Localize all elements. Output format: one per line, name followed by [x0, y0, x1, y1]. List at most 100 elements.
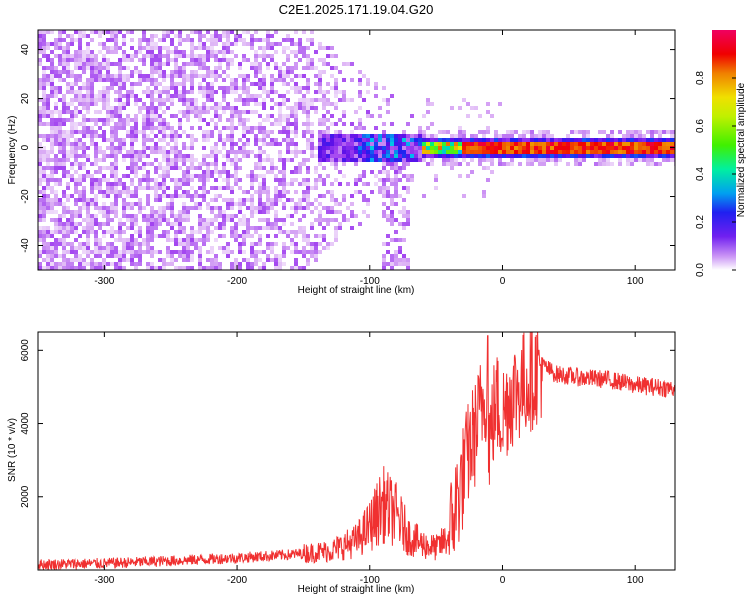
spectrogram-cell: [82, 94, 86, 98]
spectrogram-cell: [70, 38, 74, 42]
spectrogram-cell: [98, 222, 102, 226]
spectrogram-cell: [462, 154, 466, 158]
spectrogram-cell: [650, 150, 654, 154]
spectrogram-cell: [602, 162, 606, 166]
spectrogram-cell: [306, 186, 310, 190]
spectrogram-cell: [550, 146, 554, 150]
spectrogram-cell: [666, 138, 670, 142]
spectrogram-cell: [102, 210, 106, 214]
spectrogram-cell: [314, 90, 318, 94]
spectrogram-cell: [186, 178, 190, 182]
spectrogram-cell: [78, 138, 82, 142]
spectrogram-cell: [142, 134, 146, 138]
spectrogram-cell: [58, 126, 62, 130]
spectrogram-cell: [62, 222, 66, 226]
spectrogram-cell: [322, 146, 326, 150]
spectrogram-cell: [70, 194, 74, 198]
spectrogram-cell: [278, 42, 282, 46]
spectrogram-cell: [38, 118, 42, 122]
spectrogram-cell: [110, 142, 114, 146]
spectrogram-cell: [134, 222, 138, 226]
spectrogram-cell: [374, 182, 378, 186]
spectrogram-cell: [602, 150, 606, 154]
spectrogram-cell: [86, 66, 90, 70]
spectrogram-cell: [230, 142, 234, 146]
spectrogram-cell: [194, 238, 198, 242]
spectrogram-cell: [118, 222, 122, 226]
spectrogram-cell: [202, 194, 206, 198]
spectrogram-cell: [114, 146, 118, 150]
spectrogram-cell: [150, 266, 154, 270]
spectrogram-cell: [70, 226, 74, 230]
spectrogram-cell: [58, 266, 62, 270]
spectrogram-cell: [458, 154, 462, 158]
spectrogram-cell: [242, 102, 246, 106]
spectrogram-cell: [530, 154, 534, 158]
spectrogram-cell: [70, 98, 74, 102]
spectrogram-cell: [146, 134, 150, 138]
spectrogram-cell: [254, 162, 258, 166]
spectrogram-cell: [274, 202, 278, 206]
spectrogram-cell: [134, 70, 138, 74]
spectrogram-cell: [318, 218, 322, 222]
spectrogram-cell: [542, 142, 546, 146]
spectrogram-cell: [262, 186, 266, 190]
spectrogram-cell: [42, 206, 46, 210]
spectrogram-cell: [150, 66, 154, 70]
spectrogram-cell: [294, 266, 298, 270]
spectrogram-cell: [146, 74, 150, 78]
spectrogram-cell: [50, 262, 54, 266]
spectrogram-cell: [226, 38, 230, 42]
spectrogram-cell: [474, 142, 478, 146]
spectrogram-cell: [294, 50, 298, 54]
spectrogram-cell: [122, 174, 126, 178]
spectrogram-cell: [122, 198, 126, 202]
spectrogram-cell: [638, 146, 642, 150]
spectrogram-cell: [238, 246, 242, 250]
spectrogram-cell: [330, 102, 334, 106]
spectrogram-cell: [642, 142, 646, 146]
spectrogram-cell: [430, 150, 434, 154]
spectrogram-cell: [38, 254, 42, 258]
spectrogram-cell: [214, 122, 218, 126]
spectrogram-cell: [54, 178, 58, 182]
spectrogram-cell: [54, 126, 58, 130]
spectrogram-cell: [126, 118, 130, 122]
spectrogram-cell: [218, 38, 222, 42]
spectrogram-cell: [334, 234, 338, 238]
spectrogram-cell: [42, 210, 46, 214]
spectrogram-cell: [358, 106, 362, 110]
spectrogram-cell: [386, 206, 390, 210]
spectrogram-cell: [338, 134, 342, 138]
spectrogram-cell: [182, 238, 186, 242]
spectrogram-cell: [322, 246, 326, 250]
spectrogram-cell: [298, 86, 302, 90]
spectrogram-cell: [242, 142, 246, 146]
spectrogram-cell: [210, 230, 214, 234]
spectrogram-cell: [210, 90, 214, 94]
spectrogram-cell: [130, 134, 134, 138]
spectrogram-cell: [278, 70, 282, 74]
colorbar-tick-label: 0.8: [695, 71, 706, 85]
spectrogram-cell: [138, 158, 142, 162]
spectrogram-cell: [190, 46, 194, 50]
spectrogram-cell: [494, 142, 498, 146]
spectrogram-cell: [486, 110, 490, 114]
spectrogram-cell: [306, 110, 310, 114]
spectrogram-cell: [82, 54, 86, 58]
spectrogram-cell: [238, 250, 242, 254]
spectrogram-cell: [114, 98, 118, 102]
spectrogram-cell: [114, 178, 118, 182]
spectrogram-cell: [522, 134, 526, 138]
spectrogram-cell: [46, 114, 50, 118]
spectrogram-cell: [314, 198, 318, 202]
spectrogram-cell: [154, 90, 158, 94]
spectrogram-cell: [82, 226, 86, 230]
spectrogram-cell: [306, 98, 310, 102]
spectrogram-cell: [86, 62, 90, 66]
spectrogram-cell: [386, 174, 390, 178]
spectrogram-cell: [142, 142, 146, 146]
spectrogram-cell: [126, 258, 130, 262]
spectrogram-cell: [342, 150, 346, 154]
spectrogram-cell: [306, 238, 310, 242]
